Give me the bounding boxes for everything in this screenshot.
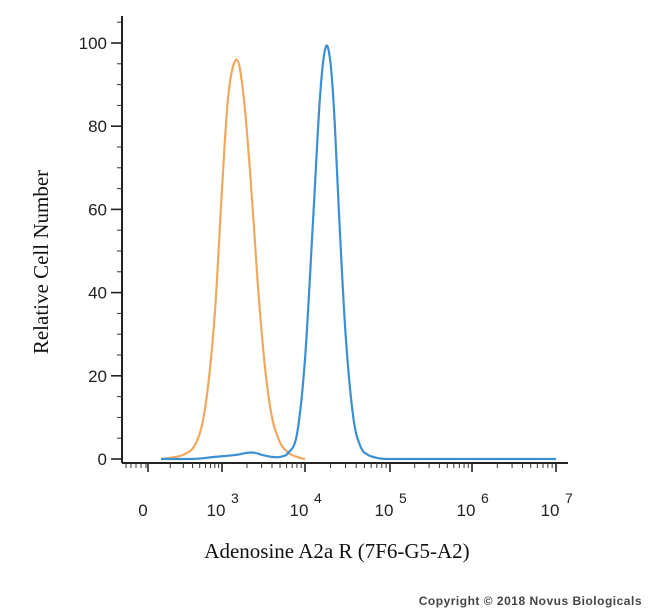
x-tick-label: 10: [457, 501, 476, 520]
x-tick-exponent: 5: [399, 490, 407, 506]
x-tick-label: 10: [290, 501, 309, 520]
x-axis: 0 10 3 10 4 10 5 10 6 10 7: [122, 462, 573, 520]
x-tick-label: 10: [207, 501, 226, 520]
y-axis-title: Relative Cell Number: [29, 170, 53, 354]
y-tick-label: 20: [88, 367, 107, 386]
series-layer: [160, 44, 556, 461]
x-axis-title: Adenosine A2a R (7F6-G5-A2): [204, 539, 469, 563]
y-tick-label: 100: [79, 34, 107, 53]
y-tick-label: 0: [98, 450, 107, 469]
y-tick-label: 40: [88, 284, 107, 303]
y-tick-label: 80: [88, 117, 107, 136]
x-tick-exponent: 4: [314, 490, 322, 506]
x-tick-label: 10: [375, 501, 394, 520]
y-tick-label: 60: [88, 200, 107, 219]
x-tick-label: 10: [541, 501, 560, 520]
series-line-2: [161, 44, 556, 461]
x-tick-label: 0: [138, 501, 147, 520]
x-tick-exponent: 3: [231, 490, 239, 506]
copyright-notice: Copyright © 2018 Novus Biologicals: [418, 594, 642, 608]
x-tick-exponent: 6: [481, 490, 489, 506]
series-line-1: [160, 58, 306, 461]
y-axis: 0 20 40 60 80 100: [79, 16, 123, 469]
x-tick-exponent: 7: [565, 490, 573, 506]
